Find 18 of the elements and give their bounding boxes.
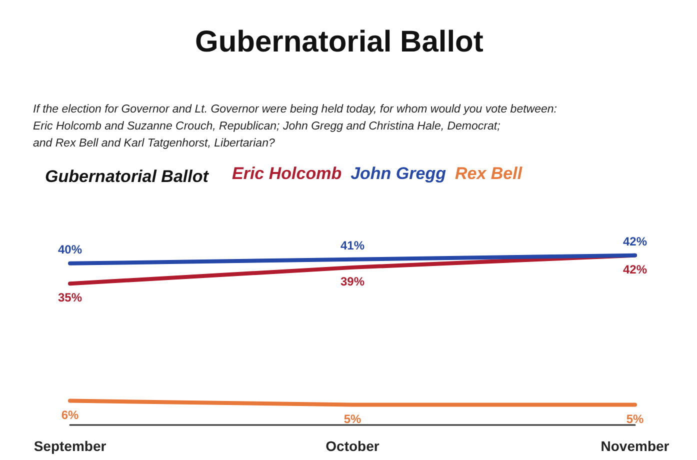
text: Eric Holcomb [232,164,342,183]
data-label: 6% [61,408,79,422]
data-label: 5% [344,412,362,426]
data-label: 35% [58,290,82,305]
chart-subtitle: If the election for Governor and Lt. Governor were being held today, for whom would you vote between: Eric Holcomb and Suzanne Crouch, Republican; John Gregg and Christina Hale, Democrat; and Rex Bell and Karl Tatgenhorst, Libertarian? [33,104,557,150]
data-label: 5% [626,412,644,426]
x-tick-label: November [600,438,670,454]
data-label: 41% [340,238,365,252]
text: John Gregg [350,164,447,183]
chart-title: Gubernatorial Ballot [195,26,484,58]
text: Rex Bell [454,164,524,183]
x-tick-label: September [34,438,107,454]
data-label: 42% [622,234,648,248]
data-label: 40% [58,242,82,256]
x-tick-label: October [326,438,380,454]
legend-title: Gubernatorial Ballot [45,167,210,186]
data-label: 39% [340,274,365,288]
data-label: 42% [622,262,648,276]
